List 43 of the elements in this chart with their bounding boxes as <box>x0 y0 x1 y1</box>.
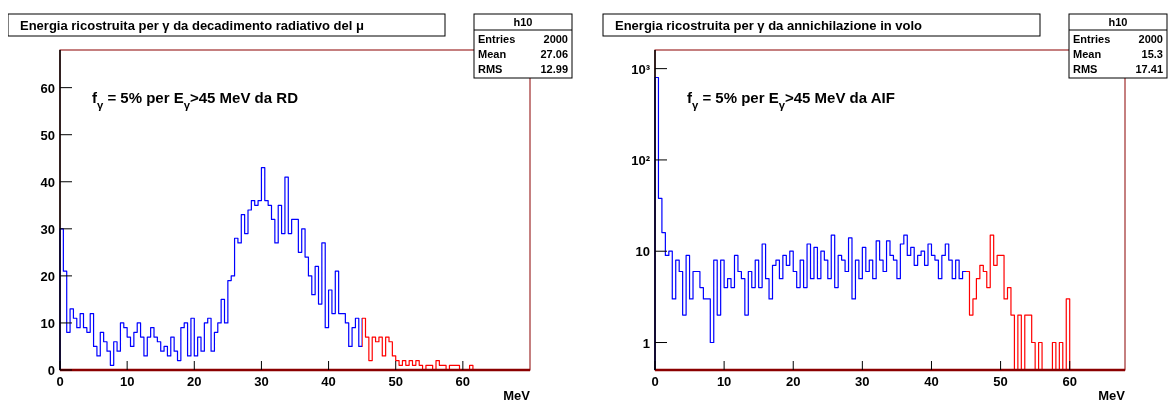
annotation: RMS <box>1073 63 1098 75</box>
text: 17.41 <box>1135 63 1163 75</box>
y-tick-label: 60 <box>40 80 55 96</box>
x-tick-label: 10 <box>716 374 732 389</box>
x-tick-label: 20 <box>786 374 801 389</box>
x-tick-label: 60 <box>1062 374 1077 389</box>
x-axis-title: MeV <box>503 388 531 403</box>
text: Entries <box>1073 33 1111 45</box>
y-tick-label: 1 <box>642 335 650 351</box>
text: Entries <box>478 33 516 45</box>
y-tick-label: 10 <box>40 315 55 331</box>
x-tick-label: 40 <box>321 374 336 389</box>
annotation: f$_{γ}$ = 5% per E$_{γ}$>45 MeV da AIF <box>687 89 895 111</box>
x-tick-label: 10 <box>119 374 135 389</box>
annotation: Mean <box>1073 48 1102 60</box>
y-tick-label: 40 <box>40 174 55 190</box>
chart-title: Energia ricostruita per γ da annichilazione in volo <box>615 18 923 33</box>
y-tick-label: 50 <box>40 127 55 143</box>
y-tick-label: 10² <box>631 152 651 168</box>
text: h10 <box>1108 16 1128 28</box>
x-tick-label: 60 <box>455 374 471 389</box>
text: h10 <box>513 16 533 28</box>
annotation: f$_{γ}$ = 5% per E$_{γ}$>45 MeV da RD <box>92 89 299 111</box>
x-tick-label: 50 <box>993 374 1008 389</box>
chart-title: Energia ricostruita per γ da decadimento radiativo del μ <box>20 18 364 33</box>
x-tick-label: 20 <box>187 374 202 389</box>
x-tick-label: 30 <box>254 374 269 389</box>
y-tick-label: 20 <box>40 268 55 284</box>
text: 2000 <box>543 33 568 45</box>
text: 15.3 <box>1141 48 1163 60</box>
x-tick-label: 30 <box>855 374 870 389</box>
x-tick-label: 50 <box>388 374 403 389</box>
text: 12.99 <box>540 63 568 75</box>
text: 27.06 <box>540 48 568 60</box>
y-tick-label: 10³ <box>631 61 651 77</box>
annotation: Mean <box>478 48 507 60</box>
y-tick-label: 30 <box>40 221 55 237</box>
text: 2000 <box>1138 33 1163 45</box>
annotation: RMS <box>478 63 503 75</box>
x-tick-label: 40 <box>924 374 939 389</box>
y-tick-label: 10 <box>635 244 650 260</box>
y-tick-label: 0 <box>47 363 55 378</box>
x-axis-title: MeV <box>1098 388 1126 403</box>
